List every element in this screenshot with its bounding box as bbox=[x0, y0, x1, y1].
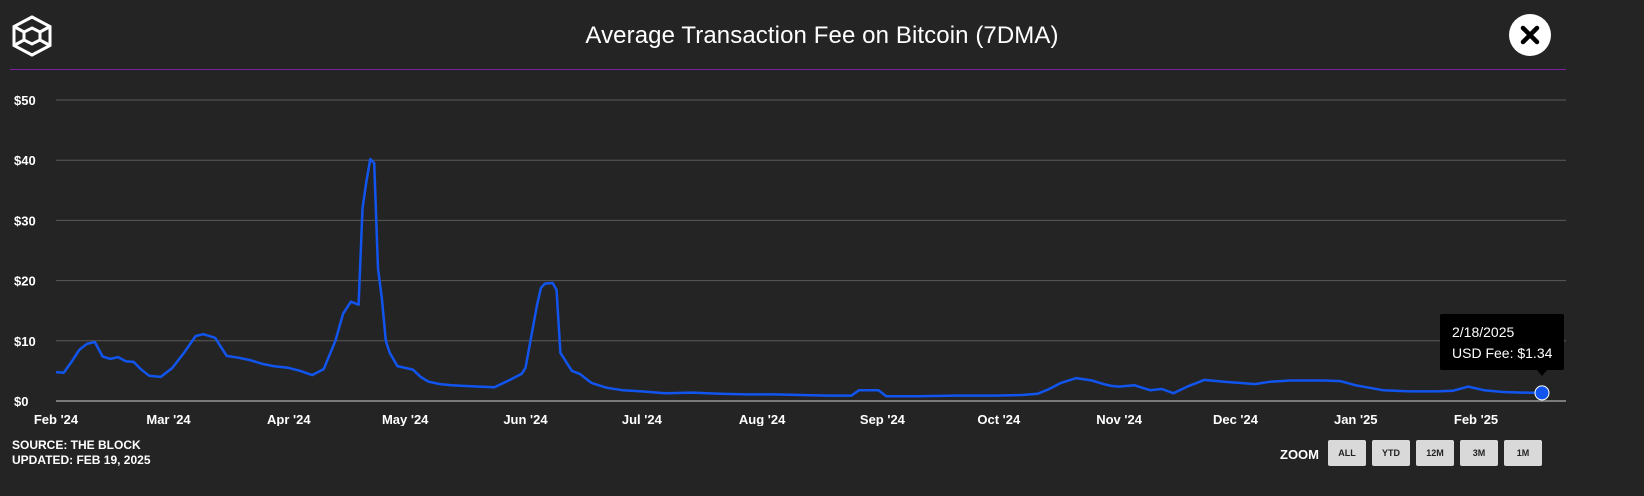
x-tick-label: Feb '25 bbox=[1454, 412, 1498, 426]
tooltip-value: USD Fee: $1.34 bbox=[1452, 345, 1553, 361]
cube-logo-icon bbox=[12, 15, 52, 57]
series-line bbox=[55, 157, 1543, 398]
x-tick-label: Apr '24 bbox=[267, 412, 311, 426]
x-tick-label: May '24 bbox=[382, 412, 429, 426]
x-tick-label: Aug '24 bbox=[739, 412, 786, 426]
close-button[interactable] bbox=[1509, 14, 1551, 56]
source-text: SOURCE: THE BLOCK bbox=[12, 438, 141, 452]
x-tick-label: Mar '24 bbox=[146, 412, 191, 426]
zoom-3m-button[interactable]: 3M bbox=[1460, 440, 1498, 466]
updated-text: UPDATED: FEB 19, 2025 bbox=[12, 453, 151, 467]
y-tick-label: $20 bbox=[14, 274, 36, 289]
x-tick-label: Feb '24 bbox=[34, 412, 79, 426]
chart-title: Average Transaction Fee on Bitcoin (7DMA… bbox=[585, 22, 1059, 49]
close-icon bbox=[1520, 25, 1540, 45]
x-tick-label: Jul '24 bbox=[622, 412, 663, 426]
zoom-1m-button[interactable]: 1M bbox=[1504, 440, 1542, 466]
tooltip-date: 2/18/2025 bbox=[1452, 324, 1515, 340]
header-divider bbox=[10, 69, 1566, 70]
x-tick-label: Jun '24 bbox=[503, 412, 548, 426]
zoom-12m-button[interactable]: 12M bbox=[1416, 440, 1454, 466]
y-tick-label: $50 bbox=[14, 93, 36, 108]
line-chart: $0 $10 $20 $30 $40 $50 Feb '24 Mar '24 Apr '24 Ma… bbox=[14, 93, 1566, 426]
y-tick-label: $40 bbox=[14, 153, 36, 168]
zoom-ytd-button[interactable]: YTD bbox=[1372, 440, 1410, 466]
x-tick-label: Oct '24 bbox=[977, 412, 1021, 426]
x-tick-label: Sep '24 bbox=[860, 412, 906, 426]
y-tick-label: $0 bbox=[14, 394, 28, 409]
y-tick-label: $30 bbox=[14, 213, 36, 228]
source-info: SOURCE: THE BLOCK UPDATED: FEB 19, 2025 bbox=[12, 438, 151, 468]
y-tick-label: $10 bbox=[14, 334, 36, 349]
x-tick-label: Jan '25 bbox=[1334, 412, 1378, 426]
x-tick-label: Nov '24 bbox=[1096, 412, 1142, 426]
highlight-point bbox=[1534, 385, 1550, 401]
tooltip-arrow bbox=[1537, 370, 1547, 376]
x-tick-label: Dec '24 bbox=[1213, 412, 1259, 426]
zoom-label: ZOOM bbox=[1280, 447, 1319, 462]
tooltip: 2/18/2025 USD Fee: $1.34 bbox=[1440, 314, 1564, 370]
zoom-all-button[interactable]: ALL bbox=[1328, 440, 1366, 466]
